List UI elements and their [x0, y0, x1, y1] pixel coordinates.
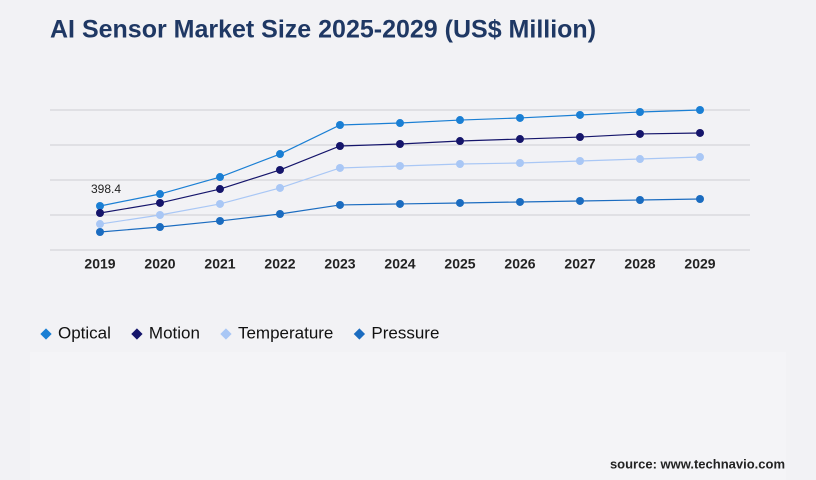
- data-point: [576, 157, 584, 166]
- legend-marker: [220, 328, 232, 340]
- data-point: [516, 197, 524, 206]
- data-point: [396, 199, 404, 208]
- data-point: [96, 228, 104, 237]
- data-point: [636, 195, 644, 204]
- data-point: [576, 196, 584, 205]
- data-point: [516, 113, 524, 122]
- legend-marker: [131, 328, 143, 340]
- x-tick-label: 2022: [264, 256, 295, 272]
- data-point: [156, 198, 164, 207]
- data-point: [156, 190, 164, 199]
- data-point: [576, 133, 584, 142]
- data-point: [96, 202, 104, 211]
- data-point: [216, 199, 224, 208]
- x-tick-label: 2023: [324, 256, 355, 272]
- x-tick-label: 2027: [564, 256, 595, 272]
- data-point: [336, 121, 344, 130]
- legend-marker: [40, 328, 52, 340]
- data-point: [96, 220, 104, 229]
- data-point: [636, 155, 644, 164]
- data-point: [636, 107, 644, 116]
- data-point: [216, 185, 224, 194]
- x-tick-label: 2026: [504, 256, 535, 272]
- x-tick-label: 2024: [384, 256, 415, 272]
- data-label: 398.4: [91, 182, 121, 196]
- data-point: [576, 110, 584, 119]
- x-tick-label: 2028: [624, 256, 655, 272]
- data-point: [336, 163, 344, 172]
- data-point: [516, 158, 524, 167]
- legend-label: Optical: [58, 323, 111, 342]
- data-point: [516, 135, 524, 144]
- data-point: [456, 116, 464, 125]
- chart-title: AI Sensor Market Size 2025-2029 (US$ Mil…: [50, 16, 596, 44]
- data-point: [696, 153, 704, 162]
- x-tick-label: 2025: [444, 256, 475, 272]
- data-point: [336, 141, 344, 150]
- panel: [30, 352, 786, 480]
- data-point: [456, 198, 464, 207]
- data-point: [636, 129, 644, 138]
- data-point: [696, 106, 704, 114]
- legend-label: Motion: [149, 323, 200, 342]
- x-tick-label: 2019: [84, 256, 115, 272]
- data-point: [456, 137, 464, 146]
- legend-marker: [353, 328, 366, 340]
- data-point: [216, 216, 224, 225]
- x-tick-label: 2021: [204, 256, 235, 272]
- data-point: [456, 159, 464, 168]
- x-tick-label: 2020: [144, 256, 175, 272]
- data-point: [276, 150, 284, 159]
- data-point: [276, 165, 284, 174]
- data-point: [216, 173, 224, 182]
- legend-label: Temperature: [238, 323, 333, 342]
- data-point: [156, 211, 164, 219]
- data-point: [396, 161, 404, 170]
- data-point: [396, 119, 404, 128]
- legend-label: Pressure: [371, 323, 439, 342]
- x-tick-label: 2029: [684, 256, 715, 272]
- data-point: [696, 194, 704, 203]
- data-point: [276, 183, 284, 192]
- data-point: [96, 209, 104, 218]
- source: source: www.technavio.com: [610, 456, 785, 471]
- data-point: [276, 210, 284, 219]
- data-point: [396, 140, 404, 149]
- data-point: [156, 223, 164, 232]
- data-point: [336, 200, 344, 209]
- data-point: [696, 128, 704, 137]
